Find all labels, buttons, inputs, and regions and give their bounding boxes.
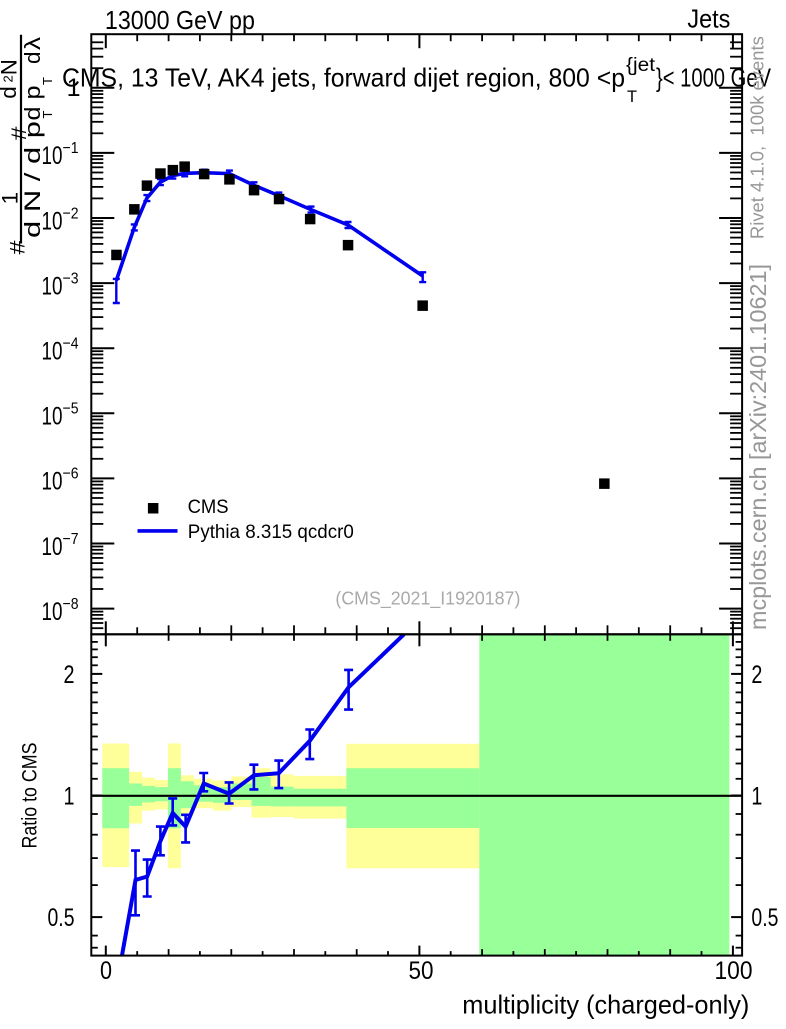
svg-text:Ratio to CMS: Ratio to CMS <box>19 743 42 849</box>
svg-text:−3: −3 <box>63 270 79 287</box>
svg-text:λ: λ <box>20 36 45 50</box>
svg-text:2: 2 <box>1 75 16 82</box>
svg-text:100: 100 <box>715 957 753 985</box>
svg-text:−5: −5 <box>63 401 79 418</box>
svg-text:10: 10 <box>42 272 63 300</box>
svg-text:#: # <box>6 240 29 254</box>
svg-text:1: 1 <box>751 783 762 811</box>
svg-text:0.5: 0.5 <box>751 904 778 932</box>
svg-text:multiplicity (charged-only): multiplicity (charged-only) <box>462 990 749 1020</box>
svg-text:−6: −6 <box>63 466 79 483</box>
svg-text:0.5: 0.5 <box>48 904 75 932</box>
svg-text:−4: −4 <box>63 336 79 353</box>
svg-text:10: 10 <box>42 533 63 561</box>
svg-text:d N / d p: d N / d p <box>20 121 45 238</box>
svg-text:50: 50 <box>409 957 434 985</box>
svg-text:13000 GeV pp: 13000 GeV pp <box>105 5 255 35</box>
svg-text:T: T <box>627 87 637 106</box>
svg-text:d p: d p <box>20 86 45 121</box>
svg-text:0: 0 <box>100 957 112 985</box>
svg-text:1: 1 <box>67 74 81 102</box>
svg-text:CMS: CMS <box>188 496 229 518</box>
svg-text:10: 10 <box>42 598 63 626</box>
svg-text:1: 1 <box>0 192 23 205</box>
svg-text:}< 1000 GeV: }< 1000 GeV <box>656 63 772 93</box>
svg-text:1: 1 <box>64 783 75 811</box>
svg-text:Jets: Jets <box>687 4 730 34</box>
svg-text:T: T <box>40 77 55 85</box>
svg-text:mcplots.cern.ch [arXiv:2401.10: mcplots.cern.ch [arXiv:2401.10621] <box>745 264 771 630</box>
svg-text:N: N <box>0 59 21 75</box>
svg-text:10: 10 <box>42 468 63 496</box>
svg-text:d: d <box>0 86 21 99</box>
svg-text:10: 10 <box>42 403 63 431</box>
svg-text:2: 2 <box>751 661 762 689</box>
svg-text:Pythia 8.315 qcdcr0: Pythia 8.315 qcdcr0 <box>188 521 354 543</box>
svg-text:d: d <box>20 51 45 64</box>
svg-text:T: T <box>40 111 55 119</box>
svg-text:10: 10 <box>42 142 63 170</box>
svg-text:{jet: {jet <box>626 55 656 76</box>
svg-text:−1: −1 <box>63 140 79 157</box>
svg-text:−8: −8 <box>63 596 79 613</box>
svg-text:2: 2 <box>64 661 75 689</box>
svg-text:#: # <box>8 126 31 140</box>
svg-text:10: 10 <box>42 338 63 366</box>
svg-text:Rivet 4.1.0, 100k events: Rivet 4.1.0, 100k events <box>748 36 768 239</box>
svg-text:(CMS_2021_I1920187): (CMS_2021_I1920187) <box>335 589 520 610</box>
svg-text:−7: −7 <box>63 531 79 548</box>
svg-text:−2: −2 <box>63 205 79 222</box>
svg-text:CMS, 13 TeV, AK4 jets, forward: CMS, 13 TeV, AK4 jets, forward dijet reg… <box>62 63 625 93</box>
svg-text:10: 10 <box>42 207 63 235</box>
